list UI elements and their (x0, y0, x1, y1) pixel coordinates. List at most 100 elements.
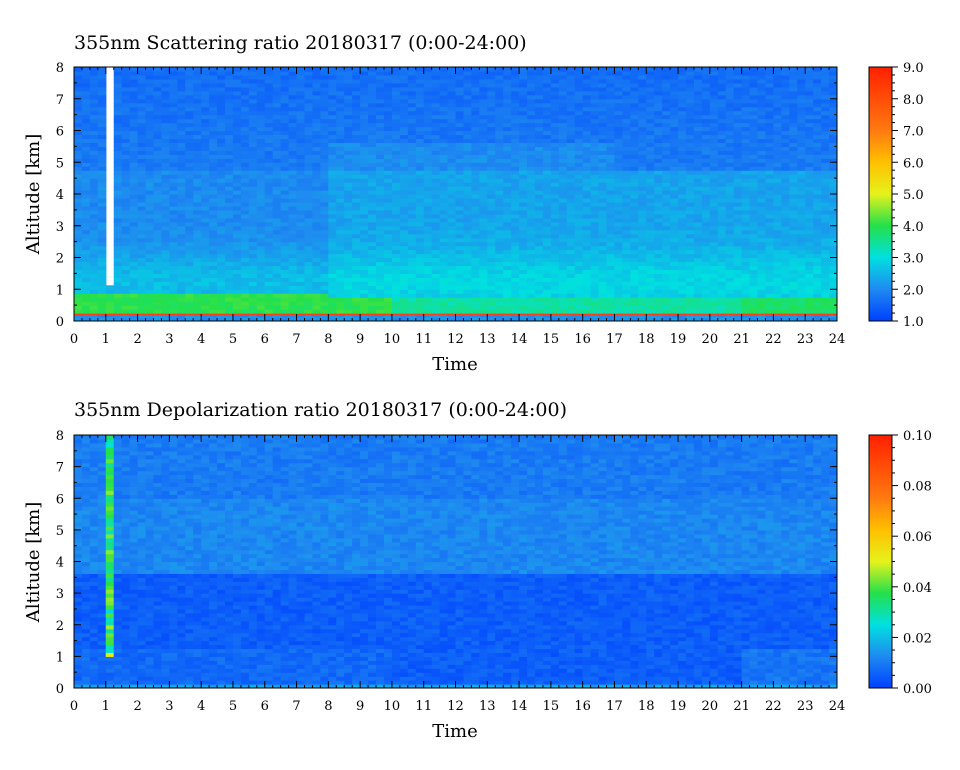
top-heatmap-cell (201, 237, 210, 243)
top-heatmap-cell (336, 150, 345, 155)
top-heatmap-cell (169, 162, 178, 167)
top-heatmap-cell (105, 301, 115, 306)
top-heatmap-cell (606, 146, 616, 151)
top-heatmap-cell (256, 182, 266, 187)
top-heatmap-cell (399, 309, 409, 314)
top-heatmap-cell (439, 209, 449, 215)
top-heatmap-cell (161, 78, 170, 84)
top-heatmap-cell (344, 130, 353, 136)
top-heatmap-cell (376, 217, 385, 223)
top-heatmap-cell (129, 297, 139, 302)
top-heatmap-cell (352, 309, 361, 314)
top-heatmap-cell (193, 317, 202, 321)
top-heatmap-cell (503, 261, 512, 267)
top-heatmap-cell (161, 217, 170, 223)
top-heatmap-cell (527, 249, 536, 255)
top-heatmap-cell (662, 213, 671, 219)
top-heatmap-cell (471, 261, 480, 267)
top-heatmap-cell (685, 190, 695, 195)
top-heatmap-cell (678, 245, 687, 251)
top-heatmap-cell (391, 94, 401, 100)
top-heatmap-cell (558, 102, 568, 108)
top-heatmap-cell (455, 182, 465, 187)
top-heatmap-cell (519, 241, 528, 247)
top-heatmap-cell (630, 106, 639, 112)
top-heatmap-cell (598, 186, 608, 191)
top-heatmap-cell (232, 158, 242, 163)
top-heatmap-cell (296, 162, 306, 167)
top-heatmap-cell (383, 293, 393, 298)
top-heatmap-cell (566, 182, 576, 187)
top-heatmap-cell (97, 301, 107, 306)
top-heatmap-cell (423, 194, 433, 199)
top-heatmap-cell (169, 269, 178, 274)
top-heatmap-cell (646, 221, 655, 227)
top-heatmap-cell (248, 277, 258, 282)
top-heatmap-cell (217, 158, 226, 163)
top-heatmap-cell (209, 241, 218, 247)
top-heatmap-cell (264, 265, 274, 271)
top-heatmap-cell (566, 67, 576, 72)
top-heatmap-cell (352, 197, 361, 203)
top-heatmap-cell (574, 265, 584, 271)
top-heatmap-cell (336, 86, 345, 92)
top-heatmap-cell (527, 78, 536, 84)
top-heatmap-cell (304, 229, 314, 235)
top-heatmap-cell (527, 182, 536, 187)
top-heatmap-cell (376, 194, 385, 199)
top-heatmap-cell (272, 86, 282, 92)
top-heatmap-cell (137, 146, 147, 151)
top-heatmap-cell (256, 118, 266, 124)
top-heatmap-cell (129, 221, 139, 227)
top-heatmap-cell (662, 241, 671, 247)
top-heatmap-cell (121, 154, 131, 159)
top-heatmap-cell (328, 221, 337, 227)
top-heatmap-cell (487, 166, 496, 171)
top-heatmap-cell (312, 130, 321, 136)
top-heatmap-cell (391, 285, 401, 290)
top-heatmap-cell (177, 102, 186, 108)
top-heatmap-cell (558, 158, 568, 163)
top-heatmap-cell (280, 98, 290, 104)
top-heatmap-cell (519, 146, 528, 151)
top-heatmap-cell (439, 205, 449, 211)
top-heatmap-cell (264, 162, 274, 167)
top-heatmap-cell (527, 162, 536, 167)
top-heatmap-cell (399, 106, 409, 112)
top-heatmap-cell (558, 277, 568, 282)
top-heatmap-cell (320, 86, 329, 92)
top-heatmap-cell (264, 197, 274, 203)
top-heatmap-cell (360, 190, 369, 195)
top-heatmap-cell (614, 114, 624, 120)
top-heatmap-cell (89, 106, 99, 112)
top-heatmap-cell (240, 225, 250, 231)
top-heatmap-cell (153, 205, 163, 211)
top-heatmap-cell (638, 194, 647, 199)
top-heatmap-cell (185, 261, 194, 267)
top-heatmap-cell (193, 281, 202, 286)
top-heatmap-cell (630, 249, 639, 255)
top-heatmap-cell (415, 146, 425, 151)
top-heatmap-cell (463, 110, 472, 116)
top-heatmap-cell (542, 170, 552, 175)
top-heatmap-cell (225, 178, 234, 183)
top-heatmap-cell (368, 74, 377, 80)
top-heatmap-cell (399, 205, 409, 211)
top-heatmap-cell (487, 186, 496, 191)
top-heatmap-cell (376, 305, 385, 310)
top-heatmap-cell (407, 146, 417, 151)
top-heatmap-cell (248, 285, 258, 290)
top-heatmap-cell (113, 194, 123, 199)
top-heatmap-cell (336, 106, 345, 112)
top-heatmap-cell (574, 122, 584, 128)
top-heatmap-cell (630, 289, 639, 294)
top-heatmap-cell (320, 166, 329, 171)
top-heatmap-cell (558, 229, 568, 235)
top-heatmap-cell (272, 309, 282, 314)
top-heatmap-cell (272, 90, 282, 96)
top-heatmap-cell (693, 190, 703, 195)
top-heatmap-cell (582, 285, 592, 290)
top-heatmap-cell (121, 102, 131, 108)
top-heatmap-cell (582, 70, 592, 76)
top-heatmap-cell (376, 229, 385, 235)
